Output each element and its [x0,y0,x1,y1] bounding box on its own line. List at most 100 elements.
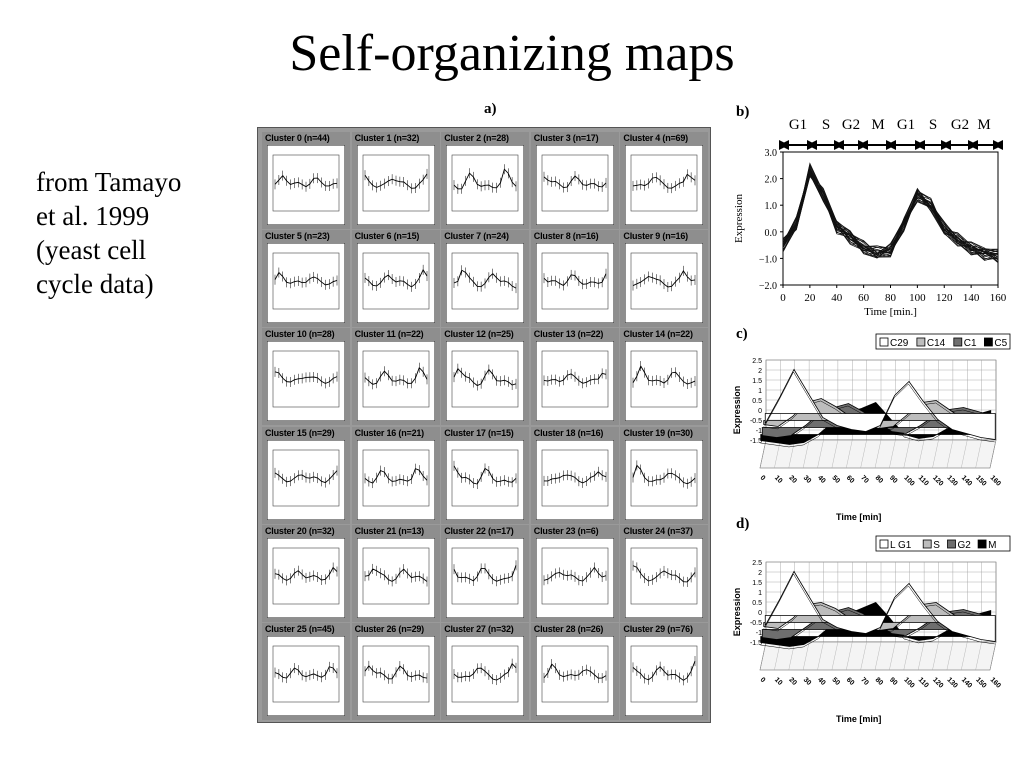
thumbnail-axes [631,154,698,212]
x-tick-label: 70 [859,676,870,687]
x-tick-label: 100 [902,474,915,487]
thumbnail-axes [451,154,519,212]
x-tick-label: 100 [902,676,915,689]
figure-caption: from Tamayo et al. 1999 (yeast cell cycl… [36,165,236,301]
cluster-title: Cluster 18 (n=16) [533,427,604,438]
floor-gridline [889,641,896,671]
floor-gridline [860,641,867,671]
legend-label: M [988,540,996,551]
x-tick-label: 0 [780,292,786,304]
floor-gridline [759,439,767,469]
floor-gridline [817,439,824,469]
phase-label: G1 [789,117,807,133]
cluster-cell: Cluster 29 (n=76) [620,623,709,720]
legend-swatch [977,539,987,549]
cluster-title: Cluster 29 (n=76) [623,624,693,634]
cluster-title: Cluster 25 (n=45) [265,624,335,634]
floor-gridline [975,641,982,671]
x-tick-label: 100 [909,292,926,304]
cluster-cell: Cluster 0 (n=44) [262,132,350,229]
x-tick-label: 160 [989,676,1002,689]
cluster-cell: Cluster 26 (n=29) [351,623,440,720]
y-tick-label: 2 [758,570,762,577]
y-tick-label: 0.5 [752,398,762,405]
cluster-thumbnail [356,537,435,618]
legend-label: C5 [994,338,1007,349]
cluster-cell: Cluster 3 (n=17) [530,132,619,229]
cluster-cell: Cluster 15 (n=29) [262,426,350,524]
x-tick-label: 140 [963,292,980,304]
floor-gridline [903,641,910,671]
cluster-title: Cluster 10 (n=28) [265,329,335,340]
cluster-thumbnail [446,636,525,716]
x-tick-label: 40 [816,474,827,485]
cluster-cell: Cluster 14 (n=22) [620,328,709,426]
thumbnail-axes [541,547,609,605]
caption-line: (yeast cell [36,235,147,265]
x-tick-label: 60 [845,676,856,687]
cluster-title: Cluster 8 (n=16) [533,231,599,242]
floor-gridline [846,439,853,469]
panel-c-chart: C29 C14 C1 C5 2.5 2 1.5 1 0.5 0 -0.5 -1 -1.5 0 10 20 30 4… [732,333,1011,522]
cluster-thumbnail [356,341,435,422]
cluster-thumbnail [535,145,614,225]
cluster-thumbnail [267,145,345,225]
cluster-cell: Cluster 17 (n=15) [441,426,530,524]
cluster-cell: Cluster 19 (n=30) [620,426,709,524]
cluster-thumbnail [446,537,525,618]
thumbnail-axes [451,351,519,408]
y-tick-label: 1 [758,388,762,395]
x-tick-label: 40 [816,676,827,687]
y-tick-label: 2 [758,368,762,375]
floor-gridline [989,641,997,671]
phase-arrow-left [858,140,868,150]
y-tick-label: 1.5 [752,378,762,385]
cluster-cell: Cluster 25 (n=45) [262,623,350,720]
expression-profile-line [782,168,999,255]
floor-gridline [817,641,824,671]
thumbnail-axes [362,351,429,408]
thumbnail-axes [631,645,698,703]
thumbnail-axes [631,449,698,506]
cluster-cell: Cluster 27 (n=32) [441,623,530,720]
floor-gridline [759,641,767,671]
cluster-title: Cluster 7 (n=24) [444,231,509,242]
legend-box [875,333,1011,350]
x-tick-label: 140 [960,676,973,689]
y-tick-label: 0 [758,408,762,415]
x-axis-label: Time [min.] [864,306,917,318]
legend-swatch [983,337,993,347]
expression-profile-line [782,172,999,259]
cluster-thumbnail [625,341,704,422]
floor-gridline [932,439,939,469]
floor-gridline [802,439,810,469]
phase-label: S [822,117,830,133]
x-tick-label: 10 [773,474,784,485]
x-tick-label: 150 [974,676,987,689]
y-tick-label: 1 [758,590,762,597]
cluster-thumbnail [267,439,345,520]
expression-profile-line [782,167,999,261]
x-tick-label: 110 [917,474,930,487]
phase-arrow-left [915,140,925,150]
y-tick-label: 0.0 [765,228,778,239]
cluster-cell: Cluster 16 (n=21) [351,426,440,524]
y-tick-label: 2.5 [752,358,762,365]
legend-label: G2 [958,540,972,551]
floor-gridline [860,439,867,469]
floor-gridline [961,439,968,469]
cluster-title: Cluster 17 (n=15) [444,427,514,438]
thumbnail-axes [541,154,609,212]
cluster-cell: Cluster 12 (n=25) [441,328,530,426]
cluster-cell: Cluster 1 (n=32) [351,132,440,229]
floor-gridline [788,641,795,671]
cluster-title: Cluster 3 (n=17) [533,133,599,143]
thumbnail-axes [272,154,340,212]
thumbnail-frame [535,145,614,225]
y-tick-label: 2.0 [765,175,778,186]
y-tick-label: 0 [758,610,762,617]
phase-arrow-left [968,140,978,150]
floor-gridline [917,439,925,469]
x-axis-label: Time [min] [836,512,881,522]
cluster-thumbnail [446,243,525,324]
